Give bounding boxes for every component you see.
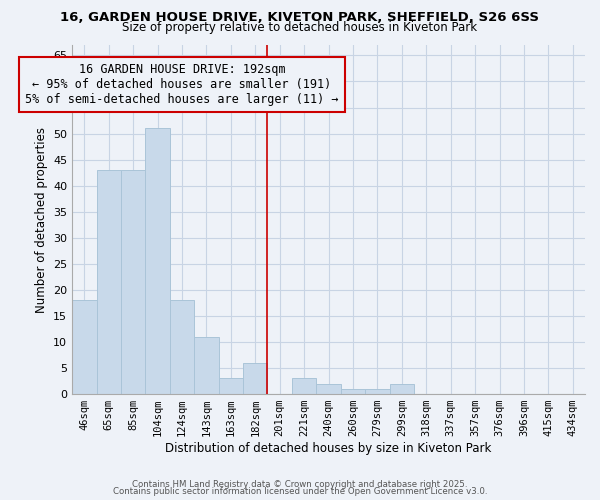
Bar	[170, 300, 194, 394]
Bar	[72, 300, 97, 394]
Bar	[316, 384, 341, 394]
Bar	[341, 389, 365, 394]
X-axis label: Distribution of detached houses by size in Kiveton Park: Distribution of detached houses by size …	[166, 442, 492, 455]
Bar	[218, 378, 243, 394]
Text: 16 GARDEN HOUSE DRIVE: 192sqm
← 95% of detached houses are smaller (191)
5% of s: 16 GARDEN HOUSE DRIVE: 192sqm ← 95% of d…	[25, 63, 339, 106]
Bar	[194, 337, 218, 394]
Text: Contains HM Land Registry data © Crown copyright and database right 2025.: Contains HM Land Registry data © Crown c…	[132, 480, 468, 489]
Text: 16, GARDEN HOUSE DRIVE, KIVETON PARK, SHEFFIELD, S26 6SS: 16, GARDEN HOUSE DRIVE, KIVETON PARK, SH…	[61, 11, 539, 24]
Bar	[121, 170, 145, 394]
Text: Contains public sector information licensed under the Open Government Licence v3: Contains public sector information licen…	[113, 487, 487, 496]
Y-axis label: Number of detached properties: Number of detached properties	[35, 126, 47, 312]
Bar	[97, 170, 121, 394]
Bar	[243, 363, 268, 394]
Bar	[389, 384, 414, 394]
Bar	[145, 128, 170, 394]
Text: Size of property relative to detached houses in Kiveton Park: Size of property relative to detached ho…	[122, 21, 478, 34]
Bar	[292, 378, 316, 394]
Bar	[365, 389, 389, 394]
